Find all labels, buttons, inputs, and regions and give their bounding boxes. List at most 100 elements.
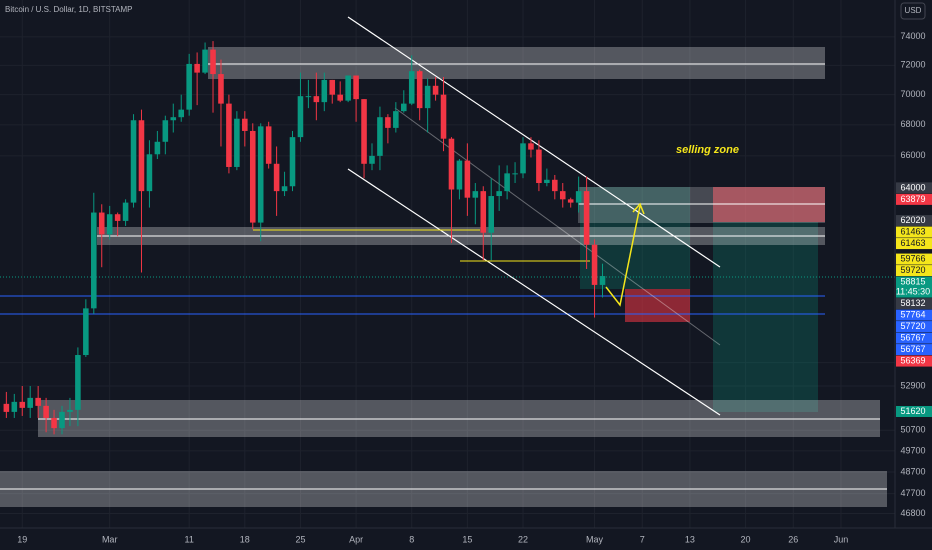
candle-body bbox=[226, 103, 232, 167]
candle-body bbox=[472, 191, 479, 198]
price-badge bbox=[896, 276, 932, 298]
y-tick-label: 49700 bbox=[900, 445, 925, 455]
candle-body bbox=[114, 214, 121, 221]
candle-body bbox=[456, 160, 463, 190]
candle-body bbox=[345, 75, 351, 101]
candle-body bbox=[67, 409, 73, 412]
price-badge bbox=[896, 321, 932, 333]
price-badge bbox=[896, 226, 932, 238]
candle-body bbox=[281, 186, 288, 192]
y-tick-label: 48700 bbox=[900, 466, 925, 476]
price-label: 58132 bbox=[900, 298, 925, 308]
x-tick-label: 15 bbox=[462, 534, 472, 544]
candle-body bbox=[210, 49, 216, 75]
x-tick-label: Jun bbox=[834, 534, 849, 544]
candle-body bbox=[170, 117, 177, 121]
price-label: 63879 bbox=[900, 194, 925, 204]
price-label: 61463 bbox=[900, 226, 925, 236]
price-label: 59766 bbox=[900, 253, 925, 263]
price-label: 56767 bbox=[900, 344, 925, 354]
price-badge bbox=[896, 332, 932, 344]
candle-body bbox=[583, 191, 590, 245]
price-label: 57764 bbox=[900, 309, 925, 319]
price-badge bbox=[896, 405, 932, 417]
arrow-head bbox=[632, 202, 645, 215]
candle-body bbox=[273, 163, 280, 192]
candle-body bbox=[257, 126, 264, 223]
channel-line bbox=[347, 16, 721, 268]
x-tick-label: 18 bbox=[240, 534, 250, 544]
candle-body bbox=[75, 355, 81, 410]
candle-body bbox=[146, 154, 153, 192]
candle-body bbox=[321, 79, 328, 103]
y-tick-label: 74000 bbox=[900, 31, 925, 41]
candle-body bbox=[393, 111, 399, 128]
price-label: 59720 bbox=[900, 265, 925, 275]
price-badge bbox=[896, 215, 932, 227]
zone bbox=[208, 47, 825, 79]
price-label: 57720 bbox=[900, 321, 925, 331]
candle-body bbox=[106, 214, 113, 235]
candle-body bbox=[520, 143, 526, 174]
price-badge bbox=[896, 265, 932, 277]
candle-body bbox=[369, 155, 375, 164]
price-badge bbox=[896, 309, 932, 321]
candle-body bbox=[297, 96, 304, 138]
candles bbox=[3, 41, 606, 435]
candle-body bbox=[329, 79, 336, 95]
price-label: 64000 bbox=[900, 182, 925, 192]
currency[interactable]: USD bbox=[905, 6, 922, 15]
price-badge bbox=[896, 238, 932, 250]
candle-body bbox=[488, 196, 494, 233]
x-tick-label: Mar bbox=[102, 534, 118, 544]
price-badge bbox=[896, 298, 932, 310]
candle-body bbox=[528, 143, 534, 150]
candle-body bbox=[202, 49, 208, 73]
x-tick-label: 13 bbox=[685, 534, 695, 544]
loss-zone bbox=[625, 289, 690, 322]
candle-body bbox=[154, 141, 161, 155]
candle-body bbox=[162, 120, 169, 142]
y-tick-label: 50700 bbox=[900, 425, 925, 435]
candle-body bbox=[440, 94, 447, 139]
candle-body bbox=[448, 138, 455, 190]
candle-body bbox=[559, 191, 566, 200]
price-label: 58815 bbox=[900, 276, 925, 286]
candle-body bbox=[91, 212, 97, 309]
candle-body bbox=[416, 71, 423, 109]
candle-body bbox=[337, 94, 343, 101]
candle-body bbox=[353, 75, 359, 100]
y-tick-label: 72000 bbox=[900, 60, 925, 70]
annotation: selling zone bbox=[676, 144, 739, 156]
candle-body bbox=[361, 99, 367, 164]
y-tick-label: 66000 bbox=[900, 150, 925, 160]
candle-body bbox=[11, 401, 18, 412]
candle-body bbox=[98, 212, 105, 235]
candle-body bbox=[575, 191, 582, 203]
x-tick-label: 20 bbox=[741, 534, 751, 544]
currency-button[interactable] bbox=[900, 2, 926, 20]
candle-body bbox=[536, 149, 542, 184]
candle-body bbox=[313, 96, 320, 103]
candle-body bbox=[385, 117, 391, 128]
candle-body bbox=[424, 85, 431, 109]
candle-body bbox=[265, 126, 272, 164]
candle-body bbox=[552, 179, 558, 192]
candle-body bbox=[599, 276, 606, 285]
candle-body bbox=[194, 63, 200, 73]
x-tick-label: 26 bbox=[788, 534, 798, 544]
x-tick-label: 25 bbox=[295, 534, 305, 544]
candle-body bbox=[186, 63, 192, 110]
price-badge bbox=[896, 344, 932, 356]
candle-body bbox=[83, 308, 89, 356]
candle-body bbox=[464, 160, 471, 198]
x-tick-label: 22 bbox=[518, 534, 528, 544]
candle-body bbox=[242, 118, 248, 131]
candle-body bbox=[480, 191, 487, 233]
candle-body bbox=[43, 405, 49, 418]
drawings bbox=[0, 16, 895, 507]
candle-body bbox=[401, 103, 407, 112]
y-tick-label: 68000 bbox=[900, 119, 925, 129]
y-tick-label: 52900 bbox=[900, 380, 925, 390]
